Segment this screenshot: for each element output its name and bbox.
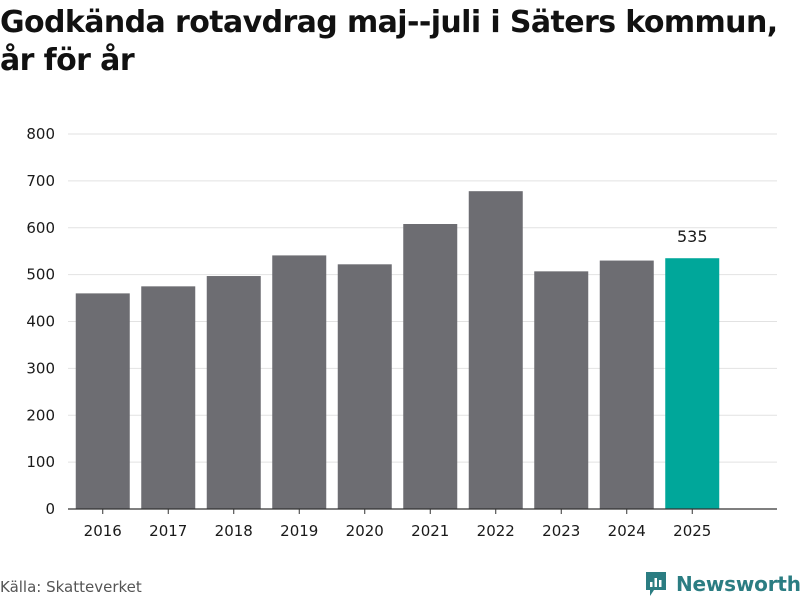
y-tick-label: 700 xyxy=(26,172,55,190)
newsworthy-chart-icon xyxy=(646,572,666,596)
bar-2023 xyxy=(534,271,589,509)
brand-name: Newsworthy xyxy=(676,572,800,596)
y-tick-label: 200 xyxy=(26,406,55,424)
bar-2022 xyxy=(468,191,523,509)
x-tick-label: 2019 xyxy=(280,522,318,540)
y-tick-label: 300 xyxy=(26,359,55,377)
x-tick-label: 2018 xyxy=(215,522,253,540)
data-label: 535 xyxy=(677,227,708,246)
chart-title-line-1: Godkända rotavdrag maj--juli i Säters ko… xyxy=(0,5,778,40)
bar-2020 xyxy=(337,264,392,509)
bar-2017 xyxy=(141,286,196,509)
x-tick-label: 2020 xyxy=(346,522,384,540)
y-tick-label: 400 xyxy=(26,313,55,331)
x-tick-label: 2023 xyxy=(542,522,580,540)
newsworthy-logo: Newsworthy xyxy=(644,568,800,600)
bar-2025 xyxy=(665,258,720,509)
x-tick-label: 2016 xyxy=(84,522,122,540)
x-tick-label: 2021 xyxy=(411,522,449,540)
y-tick-label: 0 xyxy=(45,500,55,518)
chart-title: Godkända rotavdrag maj--juli i Säters ko… xyxy=(0,4,800,80)
x-tick-label: 2017 xyxy=(149,522,187,540)
y-tick-label: 800 xyxy=(26,125,55,143)
bar-2021 xyxy=(403,224,458,509)
x-tick-label: 2022 xyxy=(477,522,515,540)
bar-2016 xyxy=(75,293,130,509)
source-note: Källa: Skatteverket xyxy=(0,578,142,596)
x-tick-label: 2024 xyxy=(608,522,646,540)
y-tick-label: 100 xyxy=(26,453,55,471)
bar-2024 xyxy=(599,260,654,509)
bar-2019 xyxy=(272,255,327,509)
y-tick-label: 600 xyxy=(26,219,55,237)
x-tick-label: 2025 xyxy=(673,522,711,540)
y-tick-label: 500 xyxy=(26,266,55,284)
bar-2018 xyxy=(206,276,261,509)
chart-title-line-2: år för år xyxy=(0,43,135,78)
